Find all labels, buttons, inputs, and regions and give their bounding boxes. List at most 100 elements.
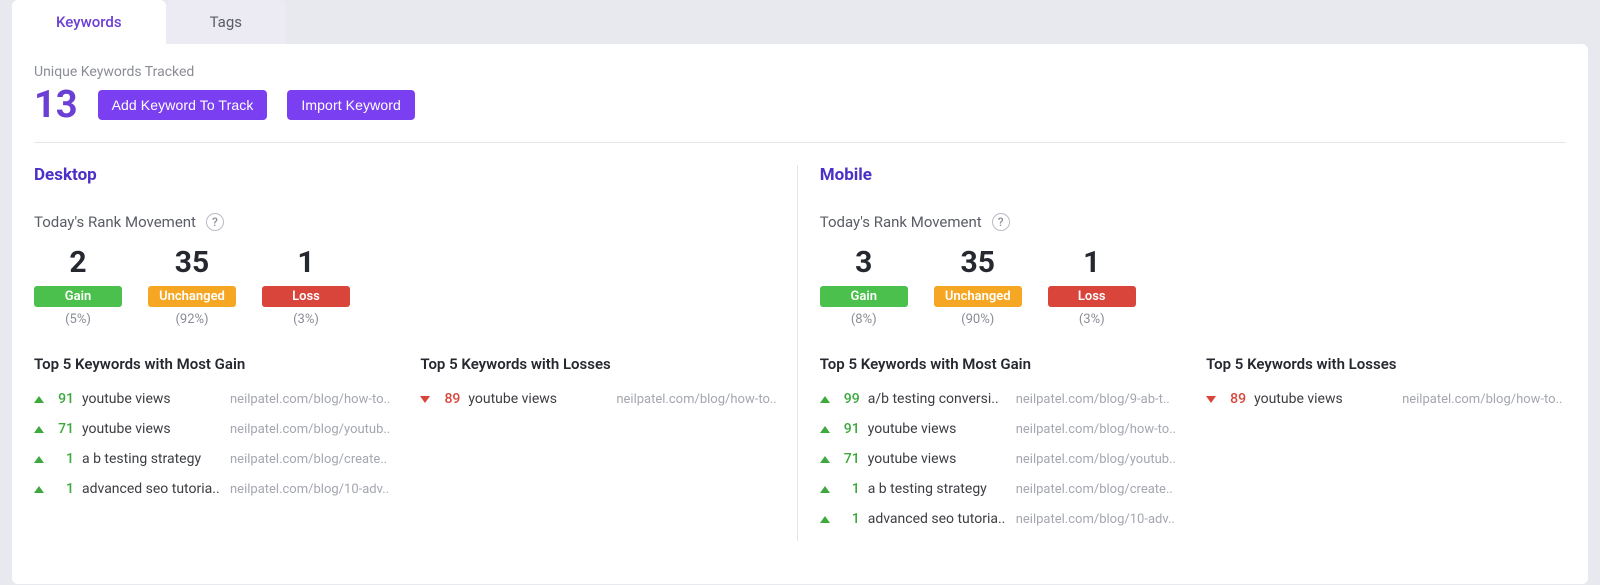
help-icon[interactable]: ?: [992, 213, 1010, 231]
add-keyword-button[interactable]: Add Keyword To Track: [98, 90, 268, 120]
keyword-url: neilpatel.com/blog/10-adv..: [230, 482, 390, 497]
stat-gain-badge: Gain: [34, 286, 122, 307]
stat-gain-badge: Gain: [820, 286, 908, 307]
rank-change-value: 91: [838, 421, 860, 437]
keyword-name: advanced seo tutoria..: [82, 481, 222, 497]
stat-gain-pct: (8%): [820, 312, 908, 327]
caret-up-icon: [34, 396, 44, 403]
keyword-url: neilpatel.com/blog/youtub..: [1016, 452, 1176, 467]
keyword-row[interactable]: 1 advanced seo tutoria.. neilpatel.com/blo…: [34, 481, 390, 497]
stat-loss: 1 Loss (3%): [1048, 245, 1136, 327]
keyword-name: youtube views: [82, 421, 222, 437]
caret-up-icon: [34, 456, 44, 463]
rank-change-value: 1: [52, 481, 74, 497]
keyword-row[interactable]: 1 advanced seo tutoria.. neilpatel.com/blo…: [820, 511, 1176, 527]
keyword-url: neilpatel.com/blog/how-to..: [1016, 422, 1176, 437]
help-icon[interactable]: ?: [206, 213, 224, 231]
stat-loss-badge: Loss: [262, 286, 350, 307]
stat-unchanged-value: 35: [148, 245, 236, 280]
stat-gain: 2 Gain (5%): [34, 245, 122, 327]
stat-loss-value: 1: [1048, 245, 1136, 280]
desktop-gain-list: Top 5 Keywords with Most Gain 91 youtube …: [34, 355, 390, 511]
caret-up-icon: [820, 426, 830, 433]
keyword-row[interactable]: 71 youtube views neilpatel.com/blog/youtub…: [34, 421, 390, 437]
divider: [34, 142, 1566, 143]
rank-change-value: 1: [52, 451, 74, 467]
rank-change-value: 99: [838, 391, 860, 407]
stat-unchanged-pct: (92%): [148, 312, 236, 327]
rank-change-value: 71: [52, 421, 74, 437]
keyword-name: youtube views: [468, 391, 608, 407]
keyword-url: neilpatel.com/blog/how-to..: [1402, 392, 1562, 407]
keyword-row[interactable]: 99 a/b testing conversi.. neilpatel.com/bl…: [820, 391, 1176, 407]
caret-up-icon: [34, 486, 44, 493]
caret-up-icon: [820, 516, 830, 523]
keyword-row[interactable]: 89 youtube views neilpatel.com/blog/how-to…: [1206, 391, 1562, 407]
keyword-count: 13: [34, 86, 78, 124]
import-keyword-button[interactable]: Import Keyword: [287, 90, 414, 120]
loss-section-title: Top 5 Keywords with Losses: [420, 355, 776, 373]
keyword-row[interactable]: 71 youtube views neilpatel.com/blog/youtub…: [820, 451, 1176, 467]
rank-change-value: 91: [52, 391, 74, 407]
stat-unchanged: 35 Unchanged (92%): [148, 245, 236, 327]
desktop-column: Desktop Today's Rank Movement ? 2 Gain (…: [34, 165, 797, 541]
stat-gain-pct: (5%): [34, 312, 122, 327]
keyword-url: neilpatel.com/blog/how-to..: [616, 392, 776, 407]
gain-section-title: Top 5 Keywords with Most Gain: [820, 355, 1176, 373]
unique-keywords-label: Unique Keywords Tracked: [34, 64, 1566, 80]
caret-up-icon: [820, 396, 830, 403]
tabs: Keywords Tags: [12, 0, 1588, 44]
rank-change-value: 89: [1224, 391, 1246, 407]
caret-down-icon: [1206, 396, 1216, 403]
stat-loss-pct: (3%): [262, 312, 350, 327]
keyword-url: neilpatel.com/blog/create..: [230, 452, 390, 467]
main-panel: Unique Keywords Tracked 13 Add Keyword T…: [12, 44, 1588, 584]
caret-down-icon: [420, 396, 430, 403]
gain-section-title: Top 5 Keywords with Most Gain: [34, 355, 390, 373]
stat-unchanged-value: 35: [934, 245, 1022, 280]
tab-keywords[interactable]: Keywords: [12, 0, 166, 44]
keyword-name: youtube views: [82, 391, 222, 407]
keyword-name: youtube views: [868, 421, 1008, 437]
tab-tags[interactable]: Tags: [166, 0, 286, 44]
keyword-name: youtube views: [1254, 391, 1394, 407]
rank-change-value: 1: [838, 481, 860, 497]
keyword-name: a b testing strategy: [82, 451, 222, 467]
stat-gain-value: 2: [34, 245, 122, 280]
keyword-row[interactable]: 89youtube viewsneilpatel.com/blog/how-to…: [420, 391, 776, 407]
stat-gain-value: 3: [820, 245, 908, 280]
caret-up-icon: [34, 426, 44, 433]
desktop-loss-list: Top 5 Keywords with Losses 89youtube vie…: [420, 355, 776, 511]
stat-loss: 1 Loss (3%): [262, 245, 350, 327]
keyword-url: neilpatel.com/blog/how-to..: [230, 392, 390, 407]
keyword-url: neilpatel.com/blog/youtub..: [230, 422, 390, 437]
stat-loss-pct: (3%): [1048, 312, 1136, 327]
keyword-name: advanced seo tutoria..: [868, 511, 1008, 527]
caret-up-icon: [820, 456, 830, 463]
stat-loss-badge: Loss: [1048, 286, 1136, 307]
mobile-column: Mobile Today's Rank Movement ? 3 Gain (8…: [797, 165, 1583, 541]
keyword-row[interactable]: 91 youtube views neilpatel.com/blog/how-to…: [34, 391, 390, 407]
rank-change-value: 1: [838, 511, 860, 527]
caret-up-icon: [820, 486, 830, 493]
stat-gain: 3 Gain (8%): [820, 245, 908, 327]
mobile-gain-list: Top 5 Keywords with Most Gain 99 a/b test…: [820, 355, 1176, 541]
rank-movement-label: Today's Rank Movement: [34, 213, 196, 231]
rank-change-value: 71: [838, 451, 860, 467]
keyword-url: neilpatel.com/blog/9-ab-t..: [1016, 392, 1176, 407]
loss-section-title: Top 5 Keywords with Losses: [1206, 355, 1562, 373]
keyword-row[interactable]: 1 a b testing strategy neilpatel.com/blog/…: [820, 481, 1176, 497]
stat-unchanged: 35 Unchanged (90%): [934, 245, 1022, 327]
keyword-url: neilpatel.com/blog/create..: [1016, 482, 1176, 497]
rank-movement-label: Today's Rank Movement: [820, 213, 982, 231]
keyword-row[interactable]: 91 youtube views neilpatel.com/blog/how-to…: [820, 421, 1176, 437]
stat-unchanged-badge: Unchanged: [148, 286, 236, 307]
desktop-title: Desktop: [34, 165, 777, 185]
keyword-name: youtube views: [868, 451, 1008, 467]
keyword-row[interactable]: 1 a b testing strategy neilpatel.com/blog/…: [34, 451, 390, 467]
stat-unchanged-badge: Unchanged: [934, 286, 1022, 307]
keyword-name: a/b testing conversi..: [868, 391, 1008, 407]
keyword-url: neilpatel.com/blog/10-adv..: [1016, 512, 1176, 527]
keyword-name: a b testing strategy: [868, 481, 1008, 497]
stat-loss-value: 1: [262, 245, 350, 280]
